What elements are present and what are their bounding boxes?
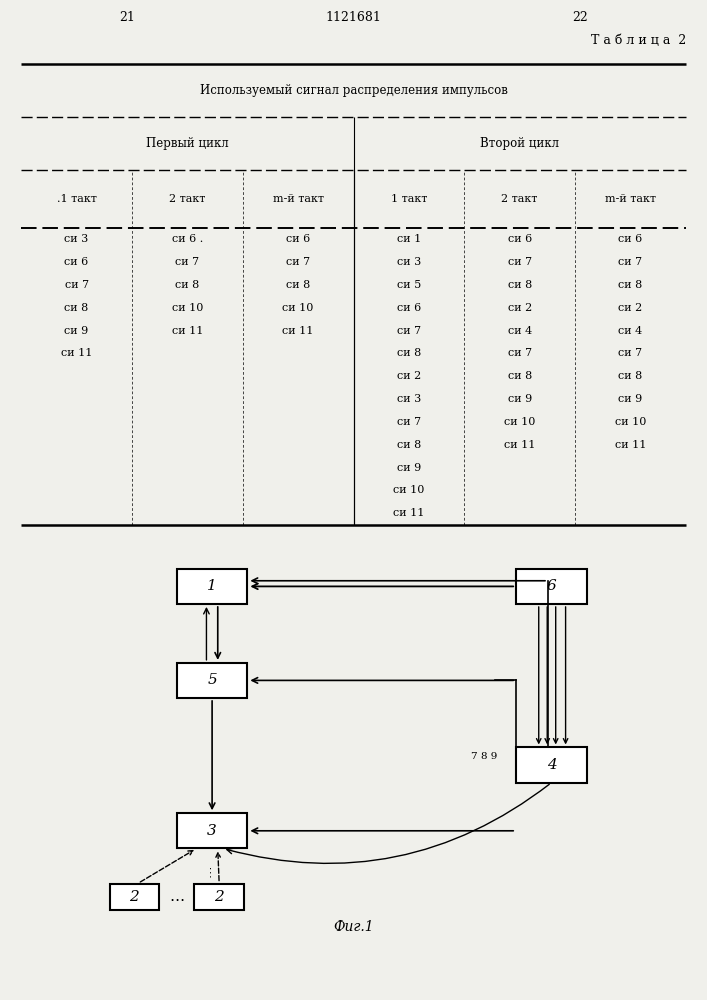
Text: си 3: си 3: [397, 257, 421, 267]
Text: m-й такт: m-й такт: [605, 194, 656, 204]
Text: си 7: си 7: [619, 348, 643, 358]
Text: си 1: си 1: [397, 234, 421, 244]
Text: си 7: си 7: [508, 348, 532, 358]
Text: 6: 6: [547, 579, 556, 593]
Text: си 9: си 9: [397, 463, 421, 473]
Text: си 11: си 11: [172, 326, 203, 336]
Bar: [110, 884, 159, 910]
Text: си 8: си 8: [619, 280, 643, 290]
Text: си 9: си 9: [508, 394, 532, 404]
Text: Т а б л и ц а  2: Т а б л и ц а 2: [590, 34, 686, 47]
Text: си 7: си 7: [286, 257, 310, 267]
Bar: [177, 569, 247, 604]
Text: си 7: си 7: [175, 257, 199, 267]
Text: си 7: си 7: [508, 257, 532, 267]
Bar: [516, 569, 587, 604]
Text: Используемый сигнал распределения импульсов: Используемый сигнал распределения импуль…: [199, 84, 508, 97]
Text: Первый цикл: Первый цикл: [146, 137, 228, 150]
Text: си 6: си 6: [286, 234, 310, 244]
Text: 5: 5: [207, 673, 217, 687]
Text: си 7: си 7: [64, 280, 88, 290]
Text: Фиг.1: Фиг.1: [333, 920, 374, 934]
Text: …: …: [201, 864, 214, 877]
Text: си 11: си 11: [614, 440, 646, 450]
Text: си 11: си 11: [393, 508, 425, 518]
Text: си 8: си 8: [619, 371, 643, 381]
Text: си 2: си 2: [397, 371, 421, 381]
Text: си 8: си 8: [397, 440, 421, 450]
Text: 22: 22: [572, 11, 588, 24]
Text: 2: 2: [129, 890, 139, 904]
Text: си 10: си 10: [282, 303, 314, 313]
Text: си 7: си 7: [619, 257, 643, 267]
Text: си 10: си 10: [504, 417, 535, 427]
Text: си 7: си 7: [397, 326, 421, 336]
Text: .1 такт: .1 такт: [57, 194, 97, 204]
Text: 1121681: 1121681: [325, 11, 382, 24]
Text: 7 8 9: 7 8 9: [471, 752, 498, 761]
Text: 2: 2: [214, 890, 224, 904]
Text: си 8: си 8: [508, 280, 532, 290]
Text: си 6: си 6: [619, 234, 643, 244]
Text: си 11: си 11: [61, 348, 93, 358]
Text: Второй цикл: Второй цикл: [480, 137, 559, 150]
Bar: [194, 884, 244, 910]
Text: си 6: си 6: [397, 303, 421, 313]
Bar: [177, 663, 247, 698]
Text: си 9: си 9: [619, 394, 643, 404]
Text: си 8: си 8: [286, 280, 310, 290]
Text: 1 такт: 1 такт: [391, 194, 427, 204]
Text: си 2: си 2: [508, 303, 532, 313]
Text: си 11: си 11: [504, 440, 535, 450]
Text: си 9: си 9: [64, 326, 88, 336]
Text: 2 такт: 2 такт: [169, 194, 206, 204]
Text: си 8: си 8: [508, 371, 532, 381]
Text: 2 такт: 2 такт: [501, 194, 538, 204]
Text: m-й такт: m-й такт: [273, 194, 324, 204]
Bar: [516, 747, 587, 783]
Text: си 10: си 10: [172, 303, 203, 313]
Text: си 8: си 8: [64, 303, 88, 313]
Text: си 6 .: си 6 .: [172, 234, 203, 244]
Text: 21: 21: [119, 11, 135, 24]
Text: …: …: [169, 889, 185, 904]
Text: си 2: си 2: [619, 303, 643, 313]
Text: си 10: си 10: [614, 417, 646, 427]
Text: си 4: си 4: [508, 326, 532, 336]
Bar: [177, 813, 247, 848]
Text: си 4: си 4: [619, 326, 643, 336]
Text: си 8: си 8: [175, 280, 199, 290]
Text: си 8: си 8: [397, 348, 421, 358]
Text: 3: 3: [207, 824, 217, 838]
Text: си 3: си 3: [397, 394, 421, 404]
Text: си 3: си 3: [64, 234, 88, 244]
Text: си 7: си 7: [397, 417, 421, 427]
Text: си 6: си 6: [64, 257, 88, 267]
Text: си 6: си 6: [508, 234, 532, 244]
Text: 1: 1: [207, 579, 217, 593]
Text: си 10: си 10: [393, 485, 425, 495]
Text: си 5: си 5: [397, 280, 421, 290]
Text: 4: 4: [547, 758, 556, 772]
Text: си 11: си 11: [282, 326, 314, 336]
